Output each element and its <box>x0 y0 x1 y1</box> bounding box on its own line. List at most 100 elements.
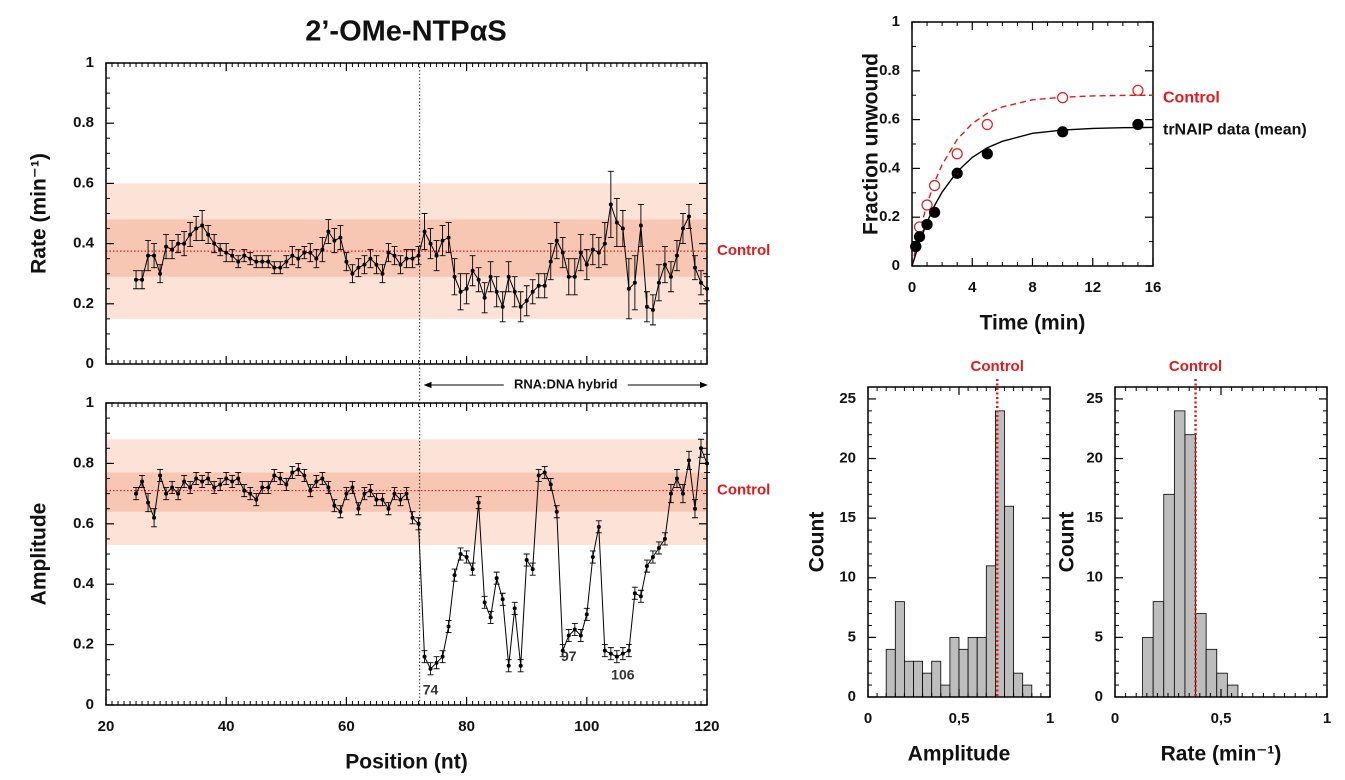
y-tick-label: 0.2 <box>879 208 900 225</box>
control-label: Control <box>971 358 1024 375</box>
data-point <box>200 479 205 484</box>
data-point <box>296 256 301 261</box>
histogram-bar <box>913 660 924 698</box>
data-point <box>656 280 661 285</box>
x-tick-label: 0 <box>908 279 916 296</box>
data-point <box>290 253 295 258</box>
data-point <box>512 289 517 294</box>
data-point <box>380 271 385 276</box>
y-tick-label: 10 <box>839 569 856 586</box>
data-point <box>230 253 235 258</box>
y-axis-label: Count <box>806 512 829 573</box>
data-point <box>602 648 607 653</box>
data-point <box>560 250 565 255</box>
histogram-bar <box>1152 601 1165 698</box>
data-point <box>674 476 679 481</box>
y-tick-label: 0 <box>848 688 856 705</box>
data-point <box>194 226 199 231</box>
data-point <box>314 479 319 484</box>
control-label: Control <box>717 242 770 259</box>
control-label: Control <box>1169 358 1222 375</box>
data-point <box>158 271 163 276</box>
y-tick-label: 10 <box>1086 569 1103 586</box>
data-point <box>296 467 301 472</box>
region-label-bg <box>503 376 628 394</box>
data-point <box>338 509 343 514</box>
data-point <box>458 552 463 556</box>
data-point <box>170 247 175 252</box>
data-point <box>362 491 367 496</box>
data-point <box>134 491 139 496</box>
data-point <box>188 232 193 237</box>
data-point <box>608 202 613 207</box>
data-point <box>638 594 643 599</box>
data-point <box>290 470 295 475</box>
data-point <box>344 491 349 496</box>
y-tick-label: 0.8 <box>73 454 94 471</box>
y-tick-label: 1 <box>86 394 94 411</box>
data-point <box>278 476 283 481</box>
data-point <box>644 564 649 569</box>
data-point <box>410 256 415 261</box>
data-point <box>705 461 709 466</box>
data-point <box>500 304 505 309</box>
histogram-bar <box>958 648 969 698</box>
data-point <box>278 265 283 270</box>
data-point <box>374 497 379 502</box>
x-tick-label: 12 <box>1084 279 1101 296</box>
data-point <box>440 654 445 659</box>
x-tick-label: 16 <box>1145 279 1162 296</box>
data-point <box>434 660 439 665</box>
control-label: Control <box>717 482 770 499</box>
data-point <box>206 232 211 237</box>
data-point <box>356 265 361 270</box>
data-point <box>176 241 181 246</box>
x-tick-label: 100 <box>574 718 599 735</box>
data-point <box>494 289 499 294</box>
data-point <box>1132 84 1144 96</box>
histogram-bar <box>904 660 914 698</box>
point-label: 97 <box>561 648 577 664</box>
histogram-bar <box>1195 613 1207 698</box>
y-tick-label: 0.4 <box>879 159 901 176</box>
data-point <box>368 256 373 261</box>
data-point <box>566 633 571 638</box>
data-point <box>910 240 922 253</box>
y-tick-label: 0.8 <box>879 62 900 79</box>
data-point <box>350 271 355 276</box>
data-point <box>314 256 319 261</box>
data-point <box>284 482 289 487</box>
data-point <box>596 250 601 255</box>
data-point <box>620 226 625 231</box>
data-point <box>302 473 307 478</box>
data-point <box>668 491 673 496</box>
plot-frame <box>1114 386 1328 698</box>
data-point <box>236 476 241 481</box>
data-point <box>596 524 601 529</box>
histogram-bar <box>1004 505 1015 698</box>
data-point <box>158 473 163 478</box>
plot-frame <box>867 386 1051 698</box>
y-tick-label: 0 <box>1095 688 1103 705</box>
data-point <box>560 648 565 653</box>
data-point <box>488 274 493 279</box>
data-point <box>644 304 649 309</box>
data-point <box>146 253 151 258</box>
histogram-bar <box>967 636 978 698</box>
data-point <box>981 148 993 160</box>
x-axis-label: Rate (min⁻¹) <box>1161 743 1282 766</box>
y-tick-label: 0 <box>892 257 900 274</box>
data-point <box>386 506 391 511</box>
y-tick-label: 25 <box>839 390 856 407</box>
y-tick-label: 5 <box>1095 628 1103 645</box>
data-point <box>542 470 547 475</box>
data-point <box>566 274 571 279</box>
data-point <box>494 576 499 581</box>
y-tick-label: 0.4 <box>73 575 95 592</box>
y-tick-label: 15 <box>839 509 856 526</box>
x-tick-label: 0 <box>864 710 872 727</box>
data-point <box>632 591 637 596</box>
y-axis-label: Count <box>1056 512 1079 573</box>
data-point <box>152 253 157 258</box>
series-label: trNAIP data (mean) <box>1163 122 1307 139</box>
